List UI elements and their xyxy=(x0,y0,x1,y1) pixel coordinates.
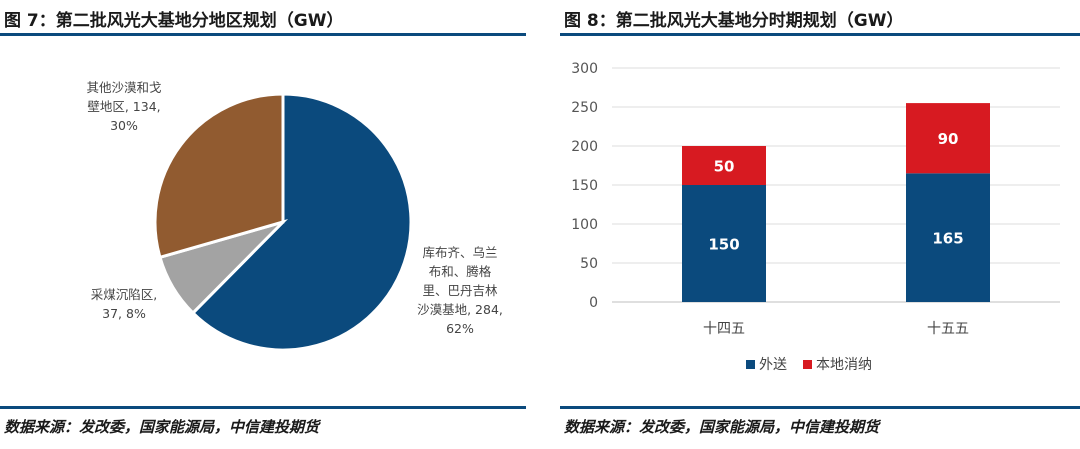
figure-8-panel: 图 8：第二批风光大基地分时期规划（GW） 0 50 100 150 200 250 300… xyxy=(560,0,1080,449)
bar-1-1 xyxy=(906,103,990,174)
y-tick-label-6: 300 xyxy=(571,61,598,77)
figure-8-title: 图 8：第二批风光大基地分时期规划（GW） xyxy=(564,11,904,31)
bar-value-label-1-0: 165 xyxy=(932,230,963,248)
figure-8-top-rule xyxy=(560,33,1080,36)
legend-swatch-1 xyxy=(803,360,812,369)
legend-label-1: 本地消纳 xyxy=(816,357,872,373)
y-tick-label-0: 0 xyxy=(589,295,598,311)
y-tick-label-5: 250 xyxy=(571,100,598,116)
pie-slice-0 xyxy=(190,92,413,352)
pie-slice-label-0: 库布齐、乌兰布和、腾格里、巴丹吉林沙漠基地, 284, 62% xyxy=(417,245,503,336)
figure-7-panel: 图 7：第二批风光大基地分地区规划（GW） 库布齐、乌兰布和、腾格里、巴丹吉林沙… xyxy=(0,0,526,449)
bar-0-1 xyxy=(682,146,766,185)
x-category-label-1: 十五五 xyxy=(927,321,969,337)
bar-value-label-1-1: 90 xyxy=(938,130,959,148)
bar-value-label-0-0: 150 xyxy=(708,236,739,254)
y-tick-label-3: 150 xyxy=(571,178,598,194)
y-tick-label-4: 200 xyxy=(571,139,598,155)
bar-0-0 xyxy=(682,185,766,302)
pie-slice-2 xyxy=(153,92,285,260)
y-tick-label-1: 50 xyxy=(580,256,598,272)
bar-value-label-0-1: 50 xyxy=(714,158,735,176)
figure-7-source: 数据来源：发改委，国家能源局，中信建投期货 xyxy=(4,418,320,436)
figure-8-source: 数据来源：发改委，国家能源局，中信建投期货 xyxy=(564,418,880,436)
legend-swatch-0 xyxy=(746,360,755,369)
bar-1-0 xyxy=(906,173,990,302)
pie-chart: 库布齐、乌兰布和、腾格里、巴丹吉林沙漠基地, 284, 62% 采煤沉陷区, 37, … xyxy=(86,80,503,352)
figure-7-title: 图 7：第二批风光大基地分地区规划（GW） xyxy=(4,11,344,31)
pie-slice-label-2: 其他沙漠和戈壁地区, 134, 30% xyxy=(86,80,161,133)
figure-7-top-rule xyxy=(0,33,526,36)
y-tick-label-2: 100 xyxy=(571,217,598,233)
legend-label-0: 外送 xyxy=(759,357,787,373)
pie-slice-label-1: 采煤沉陷区, 37, 8% xyxy=(91,287,157,321)
figure-7-bottom-rule xyxy=(0,406,526,409)
x-category-label-0: 十四五 xyxy=(703,321,745,337)
figure-8-bottom-rule xyxy=(560,406,1080,409)
